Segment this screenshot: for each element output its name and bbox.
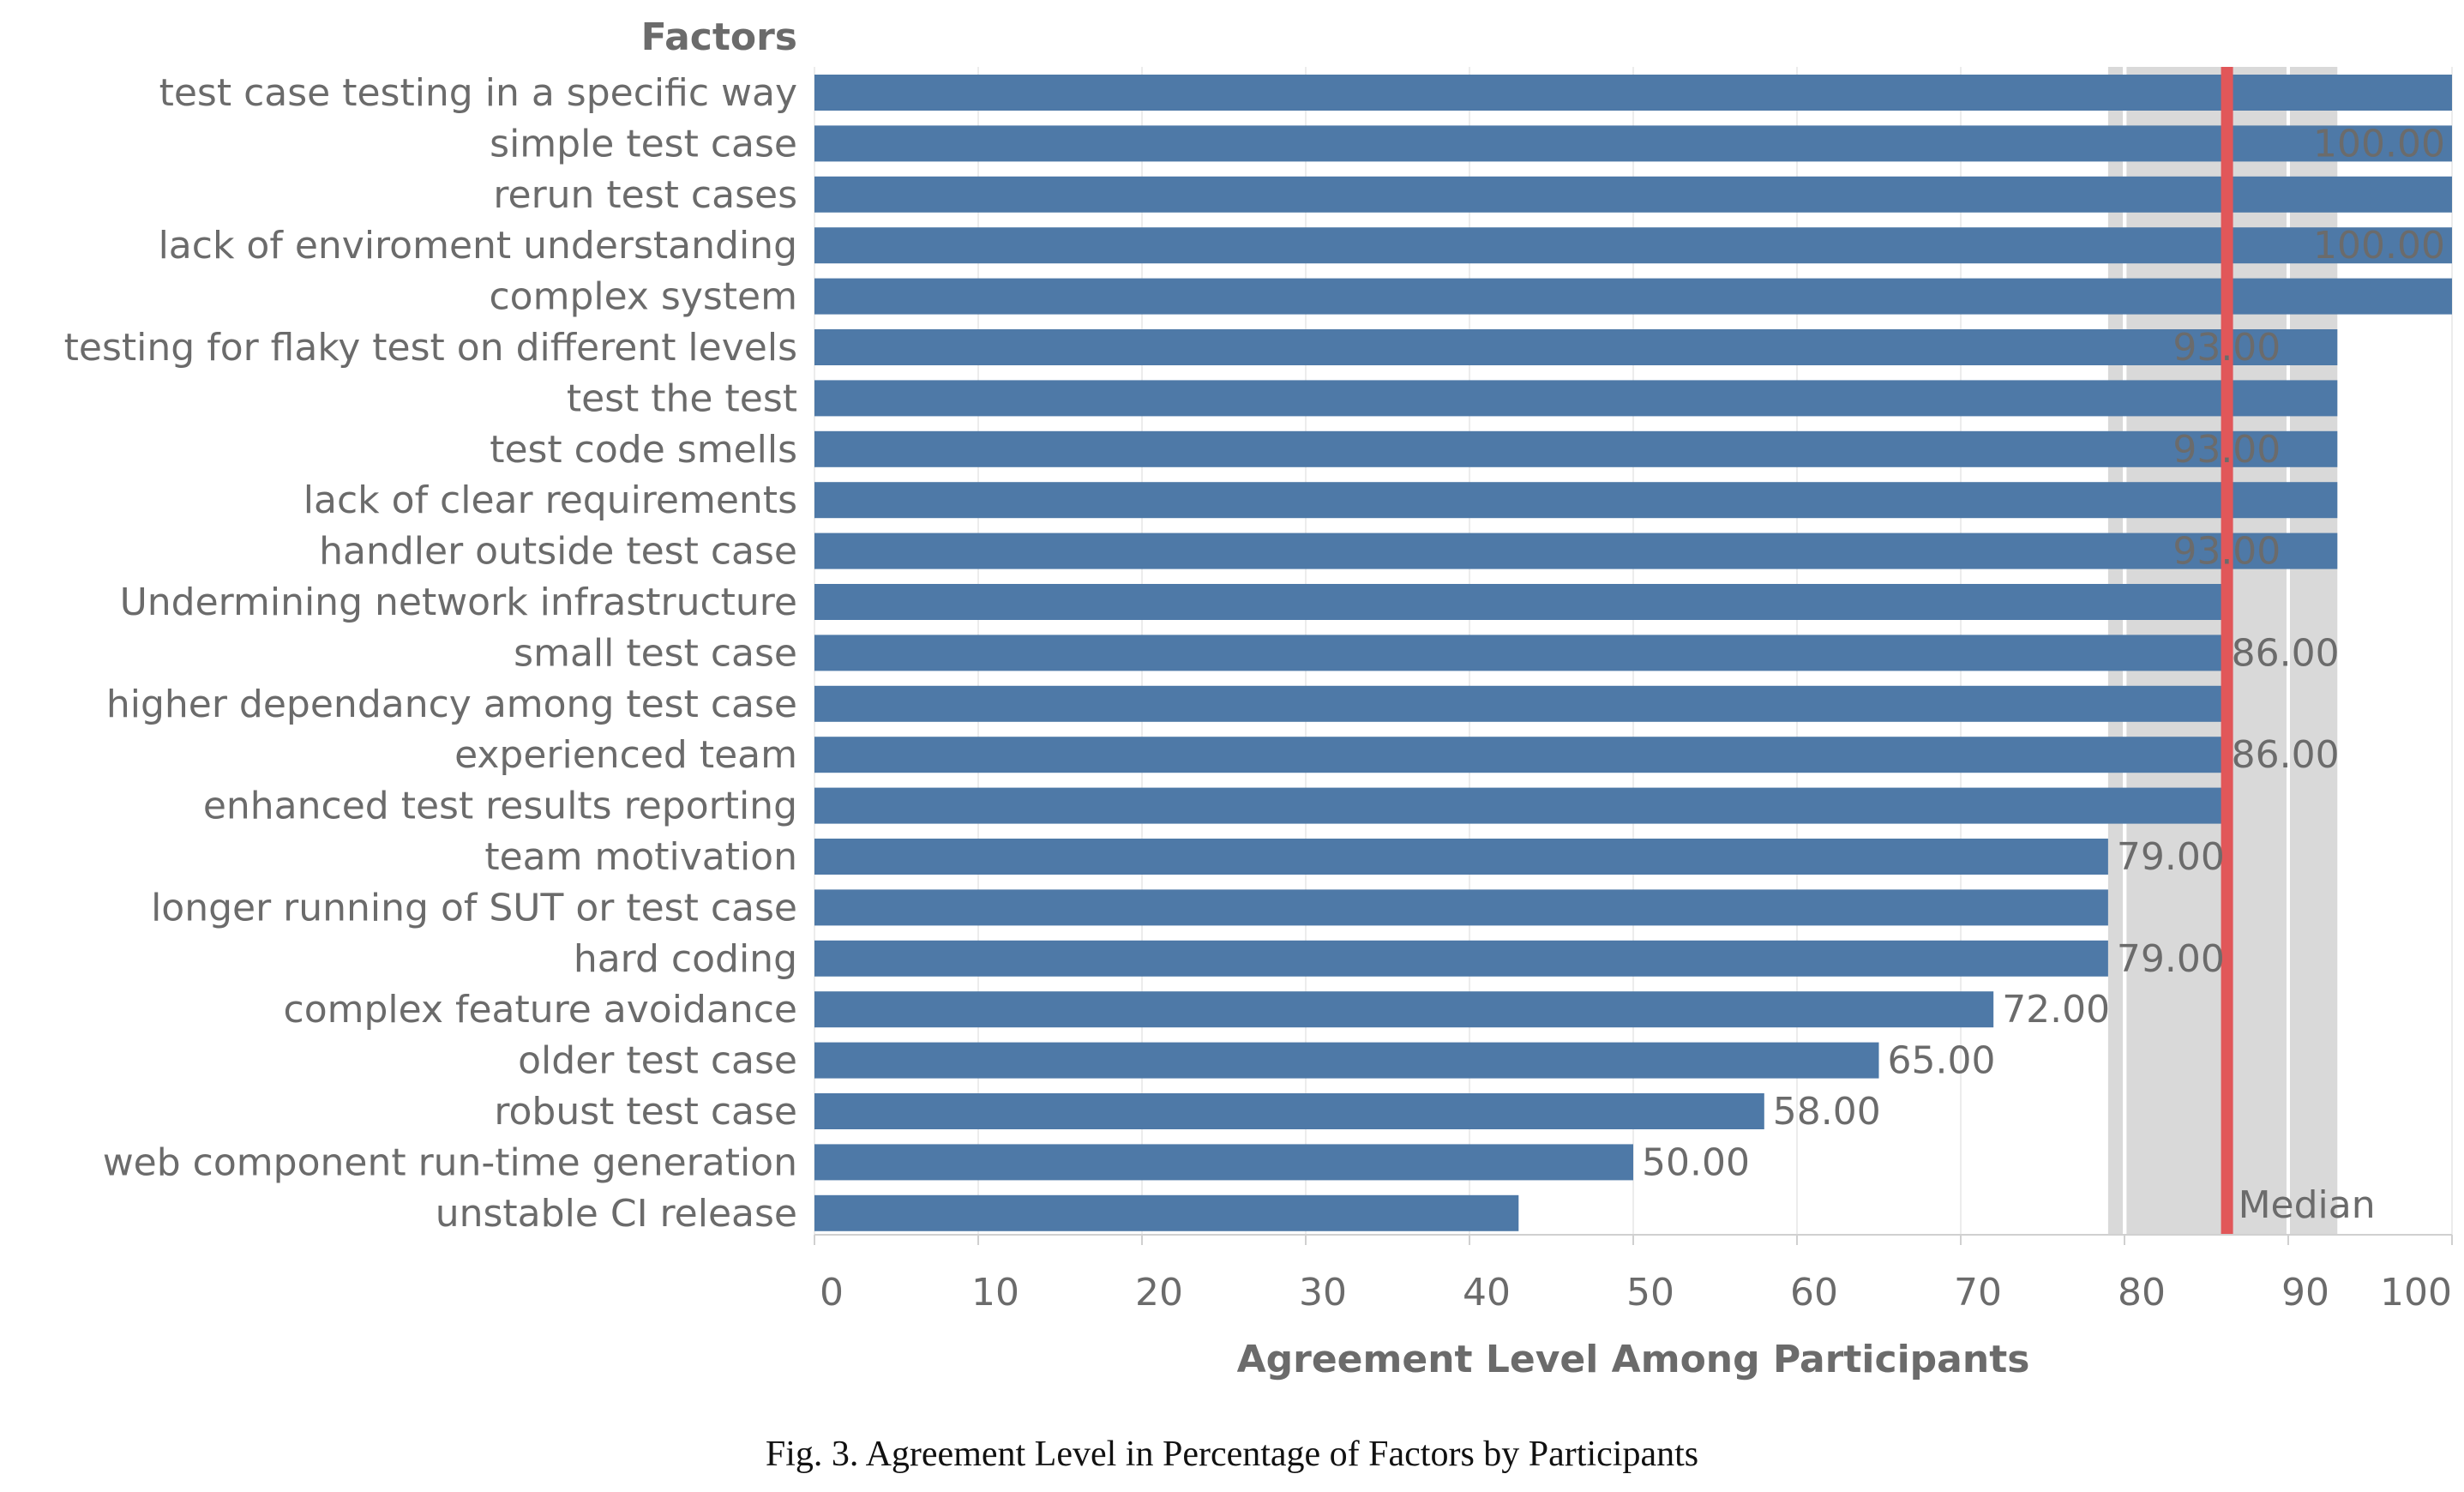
x-axis-title: Agreement Level Among Participants [1237, 1338, 2030, 1381]
bar-22 [814, 1194, 1519, 1231]
bar-4 [814, 278, 2452, 315]
x-tick-label: 70 [1954, 1271, 2002, 1315]
bar-9 [814, 532, 2338, 569]
category-label: test code smells [490, 428, 797, 472]
bars-layer [814, 75, 2452, 1231]
data-label: 100.00 [2313, 224, 2445, 268]
x-tick-label: 40 [1463, 1271, 1511, 1315]
category-label: handler outside test case [319, 530, 797, 574]
category-label: complex feature avoidance [284, 988, 797, 1032]
category-label: higher dependancy among test case [106, 683, 797, 726]
category-label: lack of enviroment understanding [159, 224, 797, 268]
bar-19 [814, 1042, 1879, 1079]
bar-2 [814, 176, 2452, 213]
bar-14 [814, 787, 2223, 824]
category-label: team motivation [484, 835, 797, 879]
x-tick-label: 50 [1626, 1271, 1674, 1315]
category-label: simple test case [490, 122, 797, 165]
bar-10 [814, 584, 2223, 620]
category-label: robust test case [494, 1090, 797, 1134]
bar-3 [814, 227, 2452, 264]
bar-17 [814, 940, 2108, 977]
data-label: 93.00 [2173, 530, 2281, 574]
category-label: testing for flaky test on different leve… [64, 326, 797, 370]
bar-20 [814, 1093, 1764, 1129]
bar-5 [814, 329, 2338, 365]
bar-11 [814, 635, 2223, 671]
bar-7 [814, 430, 2338, 467]
data-label: 93.00 [2173, 326, 2281, 370]
x-tick-label: 20 [1135, 1271, 1183, 1315]
bar-15 [814, 839, 2108, 875]
bar-12 [814, 685, 2223, 722]
data-label: 72.00 [2002, 988, 2110, 1032]
data-label: 79.00 [2117, 835, 2225, 879]
median-layer: Median [2221, 67, 2376, 1235]
x-tick-label: 90 [2281, 1271, 2329, 1315]
data-label: 79.00 [2117, 937, 2225, 981]
category-label: hard coding [574, 937, 797, 981]
category-label: unstable CI release [436, 1192, 797, 1236]
category-label: test the test [567, 376, 797, 420]
category-labels-layer: test case testing in a specific way simpl… [64, 71, 797, 1236]
bar-1 [814, 125, 2452, 162]
x-tick-label: 0 [820, 1271, 844, 1315]
data-label: 86.00 [2232, 733, 2340, 777]
category-label: older test case [518, 1039, 797, 1083]
category-label: longer running of SUT or test case [151, 886, 797, 929]
bar-16 [814, 889, 2108, 926]
data-label: 86.00 [2232, 631, 2340, 675]
x-tick-label: 30 [1299, 1271, 1347, 1315]
data-label: 58.00 [1773, 1090, 1881, 1134]
data-label: 65.00 [1888, 1039, 1996, 1083]
categories-title: Factors [641, 15, 797, 59]
bar-6 [814, 380, 2338, 417]
category-label: rerun test cases [493, 173, 797, 217]
category-label: experienced team [454, 733, 797, 777]
data-label: 93.00 [2173, 428, 2281, 472]
figure-caption: Fig. 3. Agreement Level in Percentage of… [765, 1435, 1699, 1474]
category-label: web component run-time generation [103, 1140, 797, 1184]
median-label: Median [2239, 1183, 2376, 1227]
x-tick-label: 60 [1790, 1271, 1838, 1315]
bar-21 [814, 1144, 1633, 1181]
category-label: test case testing in a specific way [159, 71, 797, 115]
category-label: enhanced test results reporting [203, 785, 797, 828]
x-tick-label: 10 [971, 1271, 1019, 1315]
data-label: 50.00 [1642, 1140, 1750, 1184]
x-tick-label: 100 [2380, 1271, 2452, 1315]
bar-13 [814, 737, 2223, 773]
bar-8 [814, 482, 2338, 519]
x-axis-layer: 0 10 20 30 40 50 60 70 80 90 100 [814, 1234, 2453, 1315]
x-tick-label: 80 [2118, 1271, 2166, 1315]
bar-18 [814, 991, 1994, 1028]
category-label: lack of clear requirements [303, 478, 797, 522]
category-label: small test case [514, 631, 797, 675]
bar-0 [814, 75, 2452, 111]
category-label: complex system [489, 275, 797, 319]
category-label: Undermining network infrastructure [120, 581, 797, 624]
data-label: 100.00 [2313, 122, 2445, 165]
value-labels-layer: 100.00 100.00 93.00 93.00 93.00 86.00 86.00 79.… [1642, 122, 2445, 1184]
